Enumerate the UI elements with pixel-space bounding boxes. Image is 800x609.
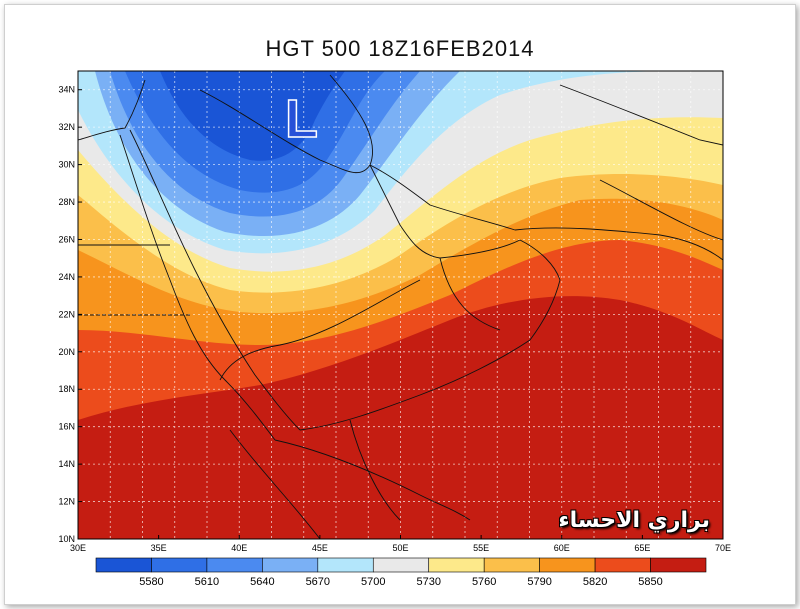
latitude-label: 14N [58, 459, 75, 469]
latitude-labels: 34N 32N 30N 28N 26N 24N 22N 20N 18N 16N 14N 12N 10N [58, 85, 82, 544]
colorbar-swatch [372, 557, 430, 573]
colorbar-label: 5670 [306, 576, 330, 588]
colorbar-swatch [594, 557, 651, 573]
latitude-label: 12N [58, 497, 75, 507]
latitude-label: 28N [58, 197, 75, 207]
colorbar-label: 5730 [416, 576, 440, 588]
longitude-label: 50E [392, 543, 408, 553]
longitude-label: 70E [715, 543, 731, 553]
longitude-labels: 30E 35E 40E 45E 50E 55E 60E 65E 70E [70, 535, 731, 553]
colorbar-label: 5580 [139, 576, 163, 588]
longitude-label: 35E [151, 543, 167, 553]
colorbar-swatch [262, 557, 319, 573]
latitude-label: 32N [58, 122, 75, 132]
watermark-text: براري الاحساء [558, 508, 710, 533]
colorbar-swatch [317, 557, 374, 573]
colorbar-label: 5790 [527, 576, 551, 588]
colorbar-label: 5760 [472, 576, 496, 588]
longitude-label: 60E [554, 543, 570, 553]
latitude-label: 30N [58, 160, 75, 170]
latitude-label: 16N [58, 422, 75, 432]
longitude-label: 45E [312, 543, 328, 553]
colorbar-swatch [428, 557, 485, 573]
colorbar-label: 5850 [638, 576, 662, 588]
colorbar-swatch [95, 557, 152, 573]
longitude-label: 30E [70, 543, 86, 553]
colorbar-label: 5820 [583, 576, 607, 588]
longitude-label: 55E [473, 543, 489, 553]
colorbar-label: 5700 [361, 576, 385, 588]
coastlines [78, 74, 723, 539]
colorbar-swatch [206, 557, 263, 573]
latitude-label: 22N [58, 309, 75, 319]
colorbar-label: 5610 [195, 576, 219, 588]
latitude-label: 10N [58, 534, 75, 544]
chart-title: HGT 500 18Z16FEB2014 [265, 36, 535, 61]
latitude-label: 18N [58, 384, 75, 394]
colorbar-swatch [483, 557, 540, 573]
latitude-label: 24N [58, 272, 75, 282]
colorbar-label: 5640 [250, 576, 274, 588]
colorbar-swatch [539, 557, 596, 573]
latitude-label: 34N [58, 85, 75, 95]
latitude-label: 20N [58, 347, 75, 357]
low-pressure-marker: L [285, 89, 318, 149]
colorbar [95, 557, 707, 573]
map-gridlines [78, 71, 723, 539]
colorbar-swatch [151, 557, 208, 573]
longitude-label: 65E [634, 543, 650, 553]
colorbar-labels: 5580 5610 5640 5670 5700 5730 5760 5790 5820 5850 [139, 576, 663, 588]
colorbar-swatch [650, 557, 707, 573]
longitude-label: 40E [231, 543, 247, 553]
latitude-label: 26N [58, 234, 75, 244]
